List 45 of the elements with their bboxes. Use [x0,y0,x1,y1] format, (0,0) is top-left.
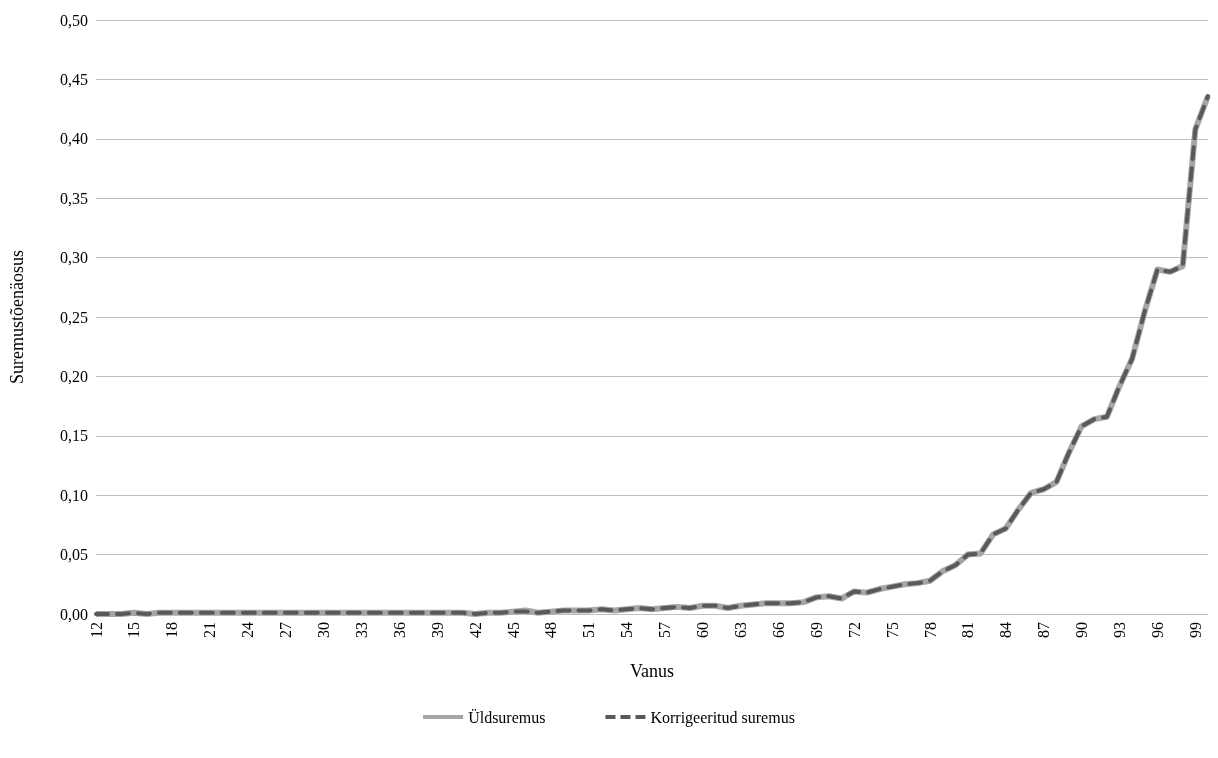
x-tick-label: 18 [163,622,181,638]
y-tick-label: 0,00 [60,605,88,623]
x-tick-label: 27 [277,622,295,638]
x-tick-label: 78 [921,622,939,638]
x-tick-label: 75 [883,622,901,638]
y-axis-title: Suremustõenäosus [7,250,27,384]
x-tick-label: 21 [201,622,219,638]
x-tick-label: 48 [542,622,560,638]
y-tick-label: 0,15 [60,427,88,445]
y-tick-label: 0,45 [60,70,88,88]
x-tick-label: 54 [618,622,636,638]
y-tick-label: 0,40 [60,130,88,148]
y-tick-label: 0,10 [60,486,88,504]
x-tick-label: 30 [314,622,332,638]
x-tick-label: 15 [125,622,143,638]
x-tick-label: 36 [390,622,408,638]
x-tick-label: 60 [694,622,712,638]
x-tick-label: 81 [959,622,977,638]
x-tick-label: 69 [807,622,825,638]
y-tick-label: 0,30 [60,249,88,267]
y-tick-label: 0,35 [60,189,88,207]
y-tick-label: 0,25 [60,308,88,326]
x-tick-label: 51 [580,622,598,638]
x-tick-label: 33 [352,622,370,638]
y-tick-label: 0,05 [60,546,88,564]
x-tick-label: 57 [656,622,674,638]
y-tick-label: 0,20 [60,367,88,385]
x-tick-label: 93 [1111,622,1129,638]
x-tick-label: 99 [1186,622,1204,638]
y-tick-label: 0,50 [60,11,88,29]
x-tick-label: 96 [1148,622,1166,638]
legend-label: Üldsuremus [468,708,546,726]
x-tick-label: 63 [731,622,749,638]
x-tick-label: 42 [466,622,484,638]
x-tick-label: 90 [1073,622,1091,638]
x-tick-label: 12 [87,622,105,638]
legend-label: Korrigeeritud suremus [650,708,795,727]
x-tick-label: 39 [428,622,446,638]
x-tick-label: 84 [997,622,1015,638]
x-tick-label: 87 [1035,622,1053,638]
x-axis-title: Vanus [630,661,674,681]
x-tick-label: 24 [239,622,257,638]
x-tick-label: 72 [845,622,863,638]
x-tick-label: 45 [504,622,522,638]
x-tick-label: 66 [769,622,787,638]
